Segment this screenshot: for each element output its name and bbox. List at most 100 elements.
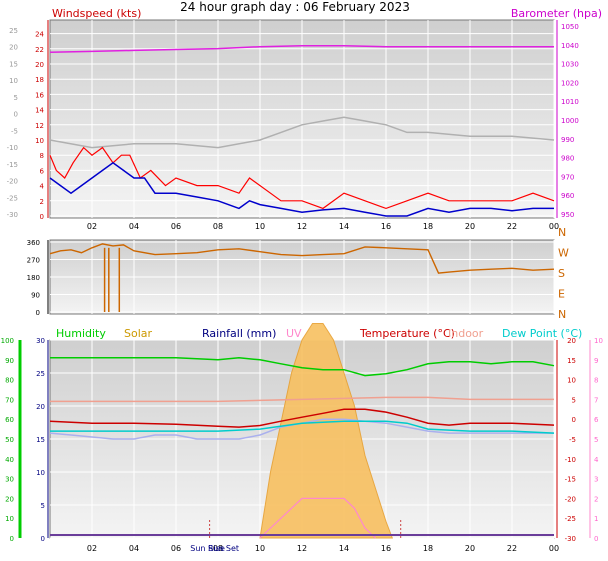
y-tick-temperature: -25 [565,515,576,523]
axes-layer: 0202040406060808101012121414161618182020… [1,7,603,553]
y-tick-uv: 8 [594,377,598,385]
left-axis-label: Windspeed (kts) [52,7,141,20]
y-tick-temperature-bg: 10 [9,77,18,85]
x-tick-label-bottom: 22 [507,544,517,553]
y-tick-windspeed: 10 [35,137,44,145]
x-tick-label-top: 12 [297,222,307,231]
legend-indoor: Indoor [448,327,484,340]
y-tick-rainfall: 15 [36,436,45,444]
y-tick-wind-direction: 180 [27,274,40,282]
y-tick-temperature-bg: 25 [9,27,18,35]
y-tick-uv: 6 [594,416,599,424]
chart-title: 24 hour graph day : 06 February 2023 [180,0,410,14]
y-tick-barometer: 960 [561,192,574,200]
series-solar [259,323,394,539]
compass-label: S [558,267,565,280]
series-windspeed [49,146,555,210]
y-tick-rainfall: 25 [36,370,45,378]
x-tick-label-bottom: 16 [381,544,391,553]
x-tick-label-bottom: 12 [297,544,307,553]
x-tick-label-bottom: 08 [213,544,223,553]
y-tick-temperature-bg: 15 [9,60,18,68]
x-tick-label-top: 06 [171,222,181,231]
y-tick-uv: 3 [594,476,598,484]
y-tick-barometer: 1020 [561,79,579,87]
series-humidity [50,357,555,377]
compass-label: E [558,288,565,301]
y-tick-wind-direction: 270 [27,257,40,265]
series-barometer [49,44,554,54]
legend-dewpoint: Dew Point (°C) [502,327,582,340]
y-tick-barometer: 990 [561,136,574,144]
y-tick-windspeed: 12 [35,122,44,130]
y-tick-uv: 4 [594,456,599,464]
y-tick-uv: 10 [594,337,603,345]
y-tick-barometer: 950 [561,211,574,219]
x-tick-label-bottom: 10 [255,544,265,553]
y-tick-humidity: 10 [5,515,14,523]
series-wind-direction [49,243,555,274]
y-tick-windspeed: 2 [40,198,44,206]
x-tick-label-top: 20 [465,222,475,231]
sunset-label: Sun Set [208,544,239,553]
x-tick-label-bottom: 14 [339,544,349,553]
y-tick-temperature: 5 [572,396,576,404]
y-tick-temperature-bg: -25 [7,194,18,202]
x-tick-label-top: 16 [381,222,391,231]
y-tick-wind-direction: 360 [27,239,40,247]
compass-label: N [558,308,566,321]
right-axis-label: Barometer (hpa) [511,7,602,20]
y-tick-windspeed: 0 [40,213,44,221]
y-tick-humidity: 70 [5,396,14,404]
y-tick-wind-direction: 90 [31,292,40,300]
y-tick-uv: 9 [594,357,598,365]
y-tick-temperature-bg: -20 [7,178,18,186]
legend-solar: Solar [124,327,153,340]
y-tick-humidity: 60 [5,416,14,424]
legend-temperature: Temperature (°C) [359,327,455,340]
y-tick-barometer: 1040 [561,42,579,50]
y-tick-barometer: 1050 [561,23,579,31]
series-temperature [49,408,555,428]
y-tick-barometer: 1030 [561,61,579,69]
series-temperature-background [49,116,555,149]
compass-label: W [558,247,569,260]
y-tick-humidity: 20 [5,495,14,503]
x-tick-label-top: 18 [423,222,433,231]
y-tick-humidity: 90 [5,357,14,365]
y-tick-windspeed: 16 [35,91,44,99]
x-tick-label-top: 22 [507,222,517,231]
y-tick-windspeed: 24 [35,31,44,39]
series-layer [49,44,555,539]
y-tick-windspeed: 18 [35,76,44,84]
x-tick-label-top: 08 [213,222,223,231]
y-tick-windspeed: 22 [35,46,44,54]
y-tick-temperature: -20 [565,495,576,503]
y-tick-temperature: 20 [567,337,576,345]
y-tick-windspeed: 6 [40,167,45,175]
x-tick-label-bottom: 00 [549,544,559,553]
y-tick-rainfall: 30 [36,337,45,345]
x-tick-label-bottom: 04 [129,544,139,553]
y-tick-uv: 7 [594,396,598,404]
series-uv [259,497,376,539]
y-tick-barometer: 980 [561,155,574,163]
y-tick-temperature-bg: -10 [7,144,18,152]
y-tick-humidity: 0 [10,535,14,543]
y-tick-temperature-bg: 5 [14,94,18,102]
y-tick-barometer: 1000 [561,117,579,125]
y-tick-uv: 5 [594,436,598,444]
x-tick-label-top: 00 [549,222,559,231]
y-tick-uv: 0 [594,535,598,543]
y-tick-wind-direction: 0 [36,309,40,317]
y-tick-uv: 2 [594,495,598,503]
sunrise-label: Sun Rise [190,544,225,553]
y-tick-temperature-bg: 0 [14,111,18,119]
x-tick-label-top: 02 [87,222,97,231]
y-tick-humidity: 40 [5,456,14,464]
series-indoor [50,396,554,403]
y-tick-rainfall: 0 [41,535,45,543]
x-tick-label-bottom: 06 [171,544,181,553]
